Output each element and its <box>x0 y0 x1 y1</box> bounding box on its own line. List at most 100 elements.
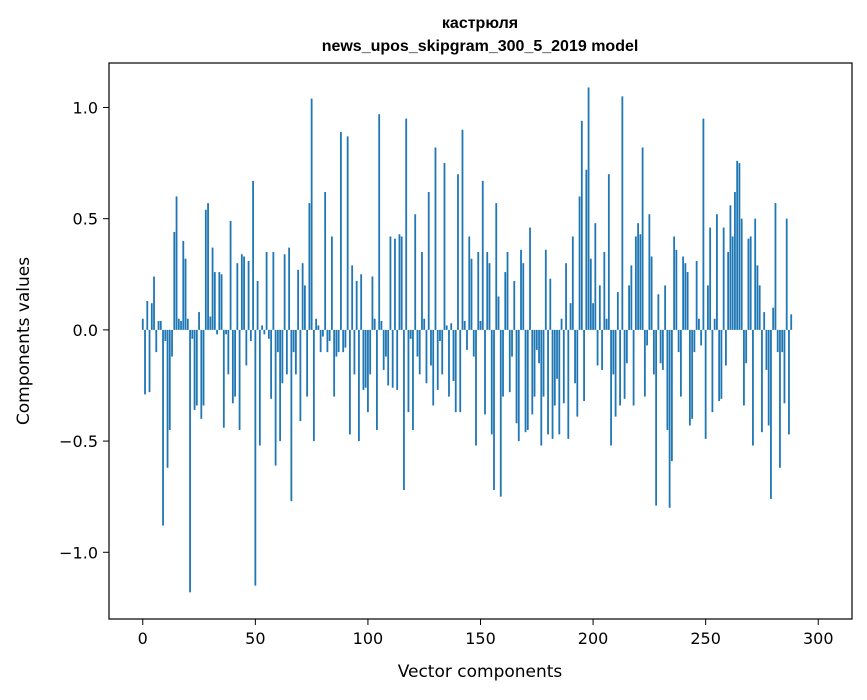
bar-32 <box>213 272 216 330</box>
bar-171 <box>526 329 529 430</box>
bar-154 <box>488 263 491 330</box>
bar-203 <box>598 285 601 330</box>
bar-56 <box>267 329 270 339</box>
bar-126 <box>425 329 428 384</box>
bar-12 <box>168 329 171 430</box>
bar-133 <box>441 329 444 375</box>
bar-17 <box>180 320 182 330</box>
bar-216 <box>628 285 631 330</box>
bar-9 <box>162 329 164 526</box>
bar-111 <box>391 329 394 388</box>
bar-160 <box>502 329 504 397</box>
bar-261 <box>729 205 732 330</box>
bar-284 <box>781 329 784 353</box>
bar-101 <box>369 329 372 375</box>
bar-197 <box>585 169 588 330</box>
bar-108 <box>385 329 387 357</box>
bar-225 <box>648 214 651 330</box>
bar-26 <box>200 329 203 419</box>
bar-257 <box>720 329 723 399</box>
bar-24 <box>195 329 198 406</box>
bar-81 <box>324 191 327 330</box>
bar-11 <box>166 329 169 468</box>
y-tick-label: 0.5 <box>73 210 98 229</box>
bar-270 <box>749 236 752 330</box>
bar-13 <box>171 329 173 357</box>
bar-224 <box>646 329 649 346</box>
bar-98 <box>362 329 365 390</box>
bar-191 <box>571 236 574 330</box>
bar-158 <box>497 296 500 330</box>
bar-107 <box>382 329 385 370</box>
bar-231 <box>661 329 664 370</box>
bar-282 <box>776 329 779 353</box>
bar-240 <box>682 256 685 330</box>
bar-217 <box>630 265 633 330</box>
bar-238 <box>677 329 680 353</box>
bar-96 <box>358 329 360 442</box>
bar-6 <box>155 329 158 353</box>
bar-249 <box>702 118 705 330</box>
bar-135 <box>445 325 448 330</box>
bar-220 <box>637 223 640 330</box>
bar-260 <box>727 252 730 330</box>
bar-134 <box>443 163 446 330</box>
bar-69 <box>297 269 300 330</box>
bar-139 <box>454 329 457 413</box>
bar-127 <box>427 191 430 330</box>
bar-235 <box>670 329 673 462</box>
bar-97 <box>360 274 363 330</box>
bar-228 <box>655 329 658 506</box>
bar-23 <box>193 329 196 410</box>
bar-150 <box>479 320 482 330</box>
bar-159 <box>499 329 502 497</box>
x-tick-label: 150 <box>465 629 496 648</box>
bar-243 <box>688 329 691 426</box>
bar-267 <box>743 329 745 406</box>
bar-255 <box>716 214 718 330</box>
x-tick-label: 0 <box>138 629 148 648</box>
bar-218 <box>632 329 635 406</box>
bar-114 <box>398 234 401 330</box>
bar-90 <box>344 329 347 348</box>
bar-49 <box>252 180 254 330</box>
bar-40 <box>231 329 234 404</box>
bar-286 <box>785 218 788 330</box>
bar-54 <box>263 329 266 335</box>
bar-110 <box>389 236 392 330</box>
bar-232 <box>664 285 667 330</box>
bar-34 <box>218 272 221 330</box>
bar-185 <box>558 329 561 435</box>
x-tick-label: 300 <box>803 629 834 648</box>
bar-112 <box>394 238 396 330</box>
bar-156 <box>493 329 495 491</box>
bar-200 <box>592 303 594 330</box>
bar-140 <box>457 174 459 330</box>
bar-19 <box>184 258 187 330</box>
bar-263 <box>734 191 736 330</box>
bar-60 <box>276 329 279 353</box>
bar-164 <box>511 329 513 357</box>
bar-175 <box>535 329 538 350</box>
bar-179 <box>544 249 547 330</box>
bar-187 <box>562 329 565 404</box>
bar-219 <box>634 236 637 330</box>
bar-271 <box>752 329 754 446</box>
bar-195 <box>580 120 583 330</box>
bar-147 <box>472 329 475 357</box>
bar-259 <box>725 329 727 366</box>
bar-129 <box>432 329 435 406</box>
bar-192 <box>574 329 576 384</box>
bar-51 <box>256 280 259 330</box>
bar-120 <box>412 329 414 430</box>
bar-121 <box>414 214 417 330</box>
bar-251 <box>707 285 709 330</box>
bar-202 <box>596 329 599 366</box>
bar-265 <box>738 163 741 330</box>
bar-25 <box>198 312 200 330</box>
bar-57 <box>270 329 273 399</box>
bar-165 <box>513 280 516 330</box>
bar-273 <box>756 265 759 330</box>
bar-113 <box>396 329 399 390</box>
bar-86 <box>335 329 338 357</box>
